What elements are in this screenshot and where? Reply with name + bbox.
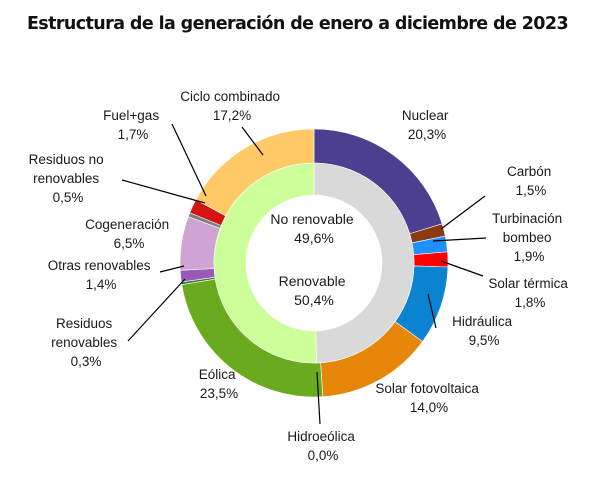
label-renovable: Renovable 50,4% — [279, 273, 350, 308]
label-cogeneracion: Cogeneración 6,5% — [85, 217, 173, 251]
label-fuel-gas: Fuel+gas 1,7% — [103, 108, 163, 142]
leader-line-solar-termica — [440, 260, 484, 277]
label-eolica: Eólica 23,5% — [199, 367, 240, 401]
label-hidroeolica: Hidroeólica 0,0% — [287, 429, 358, 463]
label-otras-renovables: Otras renovables 1,4% — [48, 258, 155, 292]
leader-line-ciclo — [241, 126, 264, 156]
inner-slice-no-renovable — [313, 162, 415, 364]
leader-lines — [121, 123, 487, 425]
label-carbon: Carbón 1,5% — [507, 164, 555, 198]
label-solar-fv: Solar fotovoltaica 14,0% — [375, 381, 482, 415]
label-no-renovable: No renovable 49,6% — [270, 211, 357, 246]
label-nuclear: Nuclear 20,3% — [402, 108, 452, 142]
inner-ring — [213, 162, 415, 364]
label-hidraulica: Hidráulica 9,5% — [452, 314, 516, 348]
label-residuos-renovables: Residuos renovables 0,3% — [51, 316, 121, 369]
leader-line-hidroeolica — [316, 371, 321, 425]
leader-line-residuos-renovables — [127, 278, 186, 342]
label-turbinacion: Turbinación bombeo 1,9% — [492, 211, 566, 264]
chart-title: Estructura de la generación de enero a d… — [26, 14, 569, 34]
leader-line-fuel-gas — [171, 123, 207, 197]
label-ciclo-combinado: Ciclo combinado 17,2% — [180, 89, 284, 123]
slice-solar-termica — [413, 251, 449, 268]
label-residuos-no-renovables: Residuos no renovables 0,5% — [29, 152, 108, 205]
leader-line-residuos-no-renovables — [121, 179, 206, 204]
leader-line-otras-renovables — [159, 265, 185, 273]
inner-slice-renovable — [213, 162, 317, 364]
label-solar-termica: Solar térmica 1,8% — [488, 276, 571, 310]
leader-line-turbinacion — [432, 237, 487, 242]
leader-line-carbon — [440, 195, 486, 230]
leader-line-hidraulica — [427, 293, 437, 329]
